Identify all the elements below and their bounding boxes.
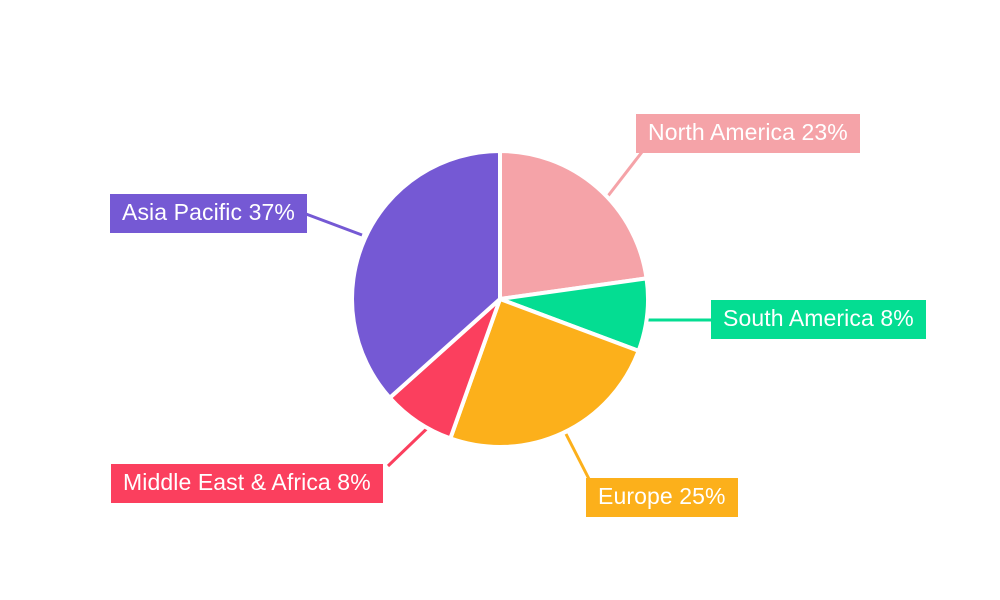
label-north-america[interactable]: North America 23%	[636, 114, 860, 153]
leader-line-europe	[564, 433, 591, 480]
label-north-america-text: North America 23%	[648, 119, 848, 145]
label-europe[interactable]: Europe 25%	[586, 478, 738, 517]
leader-line-asia-pacific	[305, 212, 363, 237]
label-middle-east-africa[interactable]: Middle East & Africa 8%	[111, 464, 383, 503]
label-middle-east-africa-text: Middle East & Africa 8%	[123, 469, 371, 495]
label-asia-pacific[interactable]: Asia Pacific 37%	[110, 194, 307, 233]
label-asia-pacific-text: Asia Pacific 37%	[122, 199, 295, 225]
pie-slices	[350, 149, 650, 449]
label-south-america[interactable]: South America 8%	[711, 300, 926, 339]
pie-slice-asia-pacific[interactable]	[350, 149, 502, 400]
pie-slice-europe[interactable]	[448, 297, 641, 449]
label-europe-text: Europe 25%	[598, 483, 726, 509]
label-south-america-text: South America 8%	[723, 305, 914, 331]
pie-slice-north-america[interactable]	[498, 149, 649, 301]
